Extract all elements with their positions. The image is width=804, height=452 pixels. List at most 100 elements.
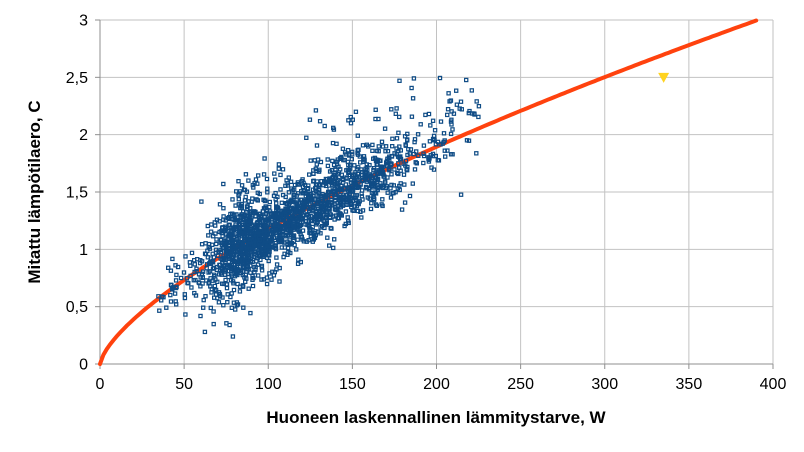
data-point <box>213 231 218 236</box>
data-point <box>257 237 263 243</box>
data-point <box>416 153 421 158</box>
data-point <box>339 172 345 177</box>
data-point <box>427 139 433 144</box>
data-point <box>314 220 320 226</box>
data-point <box>262 234 267 239</box>
data-point <box>380 203 385 209</box>
data-point <box>189 285 194 290</box>
data-point <box>256 173 261 178</box>
data-point <box>330 158 335 164</box>
data-point <box>330 175 335 180</box>
data-point <box>333 198 338 203</box>
data-point <box>362 158 367 163</box>
data-point <box>251 265 257 270</box>
data-point <box>243 279 248 285</box>
data-point <box>220 266 225 271</box>
data-point <box>378 164 383 169</box>
data-point <box>301 239 307 244</box>
data-point <box>387 166 392 171</box>
data-point <box>334 159 339 164</box>
data-point <box>182 292 187 297</box>
data-point <box>405 168 410 173</box>
data-point <box>401 172 407 177</box>
data-point <box>178 275 184 281</box>
data-point <box>305 186 311 192</box>
data-point <box>476 114 481 120</box>
data-point <box>429 165 434 170</box>
data-point <box>256 254 262 259</box>
data-point <box>212 288 217 293</box>
data-point <box>250 283 256 289</box>
data-point <box>235 302 241 307</box>
data-point <box>369 178 374 183</box>
data-point <box>174 272 179 278</box>
data-point <box>209 222 214 227</box>
data-point <box>442 138 447 143</box>
data-point <box>359 215 364 220</box>
data-point <box>304 135 309 140</box>
data-point <box>327 169 333 174</box>
data-point <box>183 312 188 317</box>
data-point <box>225 215 231 221</box>
data-point <box>266 258 271 264</box>
data-point <box>225 300 230 305</box>
data-point <box>286 199 291 204</box>
data-point <box>464 77 469 83</box>
data-point <box>373 191 379 196</box>
data-point <box>221 242 227 248</box>
data-point <box>375 178 380 183</box>
data-point <box>322 225 327 231</box>
data-point <box>395 170 400 176</box>
data-point <box>241 209 246 214</box>
x-tick-label: 200 <box>423 376 450 393</box>
data-point <box>246 286 251 291</box>
data-point <box>450 127 455 132</box>
data-point <box>220 257 225 262</box>
data-point <box>343 182 349 187</box>
data-point <box>398 148 404 153</box>
data-point <box>246 218 251 224</box>
data-point <box>349 157 355 162</box>
data-point <box>242 198 248 203</box>
data-point <box>235 281 240 287</box>
data-point <box>226 243 231 248</box>
data-point <box>239 253 244 258</box>
data-point <box>318 159 324 165</box>
data-point <box>272 177 278 182</box>
data-point <box>183 254 188 259</box>
data-point <box>399 207 405 212</box>
data-point <box>230 273 235 278</box>
data-point <box>204 266 209 271</box>
data-point <box>278 233 283 239</box>
data-point <box>245 266 250 271</box>
data-point <box>253 240 258 245</box>
data-point <box>307 117 313 122</box>
data-point <box>256 273 261 278</box>
data-point <box>238 217 244 222</box>
data-point <box>364 142 370 147</box>
data-point <box>383 149 388 154</box>
data-point <box>421 151 426 156</box>
data-point <box>256 243 261 249</box>
data-point <box>208 276 213 281</box>
data-point <box>201 297 206 303</box>
data-point <box>278 172 283 178</box>
data-point <box>240 241 245 247</box>
data-point <box>283 223 289 228</box>
data-point <box>275 219 280 225</box>
data-point <box>247 234 252 239</box>
data-point <box>157 308 162 313</box>
data-point <box>245 206 250 211</box>
data-point <box>345 148 351 153</box>
data-point <box>397 114 402 120</box>
data-point <box>217 202 223 207</box>
data-point <box>405 131 410 137</box>
data-point <box>223 261 228 266</box>
data-point <box>405 138 410 143</box>
data-point <box>210 259 215 265</box>
data-point <box>353 193 358 198</box>
data-point <box>227 233 233 238</box>
y-axis-title: Mitattu lämpötilaero, C <box>25 100 44 283</box>
data-point <box>300 228 306 233</box>
data-point <box>211 234 216 239</box>
